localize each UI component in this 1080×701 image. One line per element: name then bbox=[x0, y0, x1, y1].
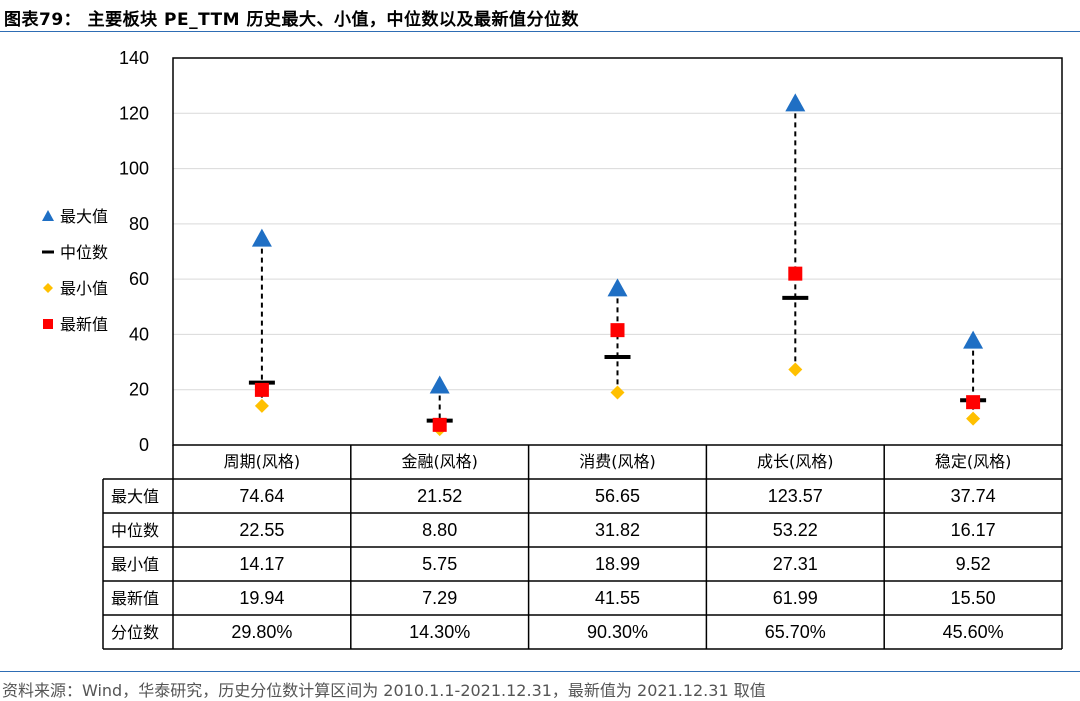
title-divider bbox=[0, 31, 1080, 32]
table-cell: 21.52 bbox=[417, 486, 462, 506]
table-cell: 90.30% bbox=[587, 622, 648, 642]
legend-label: 最大值 bbox=[60, 207, 108, 226]
chart-title: 图表79： 主要板块 PE_TTM 历史最大、小值，中位数以及最新值分位数 bbox=[4, 10, 579, 30]
table-cell: 14.17 bbox=[239, 554, 284, 574]
max-point bbox=[607, 278, 628, 297]
y-tick-label: 80 bbox=[129, 214, 149, 234]
table-row-label: 最小值 bbox=[111, 555, 159, 574]
x-category-label: 稳定(风格) bbox=[935, 452, 1012, 471]
table-cell: 8.80 bbox=[422, 520, 457, 540]
legend-label: 最新值 bbox=[60, 315, 108, 334]
max-point bbox=[963, 330, 984, 349]
min-point bbox=[788, 362, 803, 377]
table-row-label: 最新值 bbox=[111, 589, 159, 608]
table-row-label: 分位数 bbox=[111, 623, 159, 642]
table-cell: 56.65 bbox=[595, 486, 640, 506]
legend-latest-icon bbox=[43, 319, 53, 329]
table-cell: 65.70% bbox=[765, 622, 826, 642]
y-tick-label: 40 bbox=[129, 324, 149, 344]
table-cell: 29.80% bbox=[231, 622, 292, 642]
table-cell: 61.99 bbox=[773, 588, 818, 608]
table-cell: 7.29 bbox=[422, 588, 457, 608]
source-divider bbox=[0, 671, 1080, 672]
table-cell: 19.94 bbox=[239, 588, 284, 608]
y-tick-label: 60 bbox=[129, 269, 149, 289]
x-category-label: 消费(风格) bbox=[579, 452, 656, 471]
table-cell: 123.57 bbox=[768, 486, 823, 506]
table-cell: 16.17 bbox=[951, 520, 996, 540]
table-cell: 14.30% bbox=[409, 622, 470, 642]
min-point bbox=[966, 411, 981, 426]
y-tick-label: 20 bbox=[129, 380, 149, 400]
y-tick-label: 120 bbox=[119, 103, 149, 123]
legend-label: 最小值 bbox=[60, 279, 108, 298]
max-point bbox=[251, 228, 272, 247]
x-category-label: 成长(风格) bbox=[757, 452, 834, 471]
table-cell: 9.52 bbox=[956, 554, 991, 574]
legend-label: 中位数 bbox=[60, 243, 108, 262]
table-cell: 45.60% bbox=[943, 622, 1004, 642]
table-cell: 18.99 bbox=[595, 554, 640, 574]
y-tick-label: 140 bbox=[119, 48, 149, 68]
plot-border bbox=[172, 57, 1063, 446]
table-cell: 27.31 bbox=[773, 554, 818, 574]
latest-point bbox=[254, 382, 269, 397]
latest-point bbox=[432, 417, 447, 432]
x-category-label: 周期(风格) bbox=[224, 452, 301, 471]
legend-max-icon bbox=[42, 210, 54, 221]
table-cell: 41.55 bbox=[595, 588, 640, 608]
table-cell: 74.64 bbox=[239, 486, 284, 506]
latest-point bbox=[966, 395, 981, 410]
table-cell: 5.75 bbox=[422, 554, 457, 574]
table-cell: 15.50 bbox=[951, 588, 996, 608]
y-tick-label: 100 bbox=[119, 159, 149, 179]
table-cell: 37.74 bbox=[951, 486, 996, 506]
table-row-label: 最大值 bbox=[111, 487, 159, 506]
table-cell: 22.55 bbox=[239, 520, 284, 540]
table-cell: 31.82 bbox=[595, 520, 640, 540]
max-point bbox=[429, 375, 450, 394]
legend-min-icon bbox=[43, 283, 53, 293]
max-point bbox=[785, 93, 806, 112]
min-point bbox=[254, 398, 269, 413]
y-tick-label: 0 bbox=[139, 435, 149, 455]
min-point bbox=[610, 385, 625, 400]
table-row-label: 中位数 bbox=[111, 521, 159, 540]
latest-point bbox=[610, 323, 625, 338]
source-note: 资料来源：Wind，华泰研究，历史分位数计算区间为 2010.1.1-2021.… bbox=[2, 681, 766, 700]
latest-point bbox=[788, 266, 803, 281]
x-category-label: 金融(风格) bbox=[401, 452, 478, 471]
table-cell: 53.22 bbox=[773, 520, 818, 540]
